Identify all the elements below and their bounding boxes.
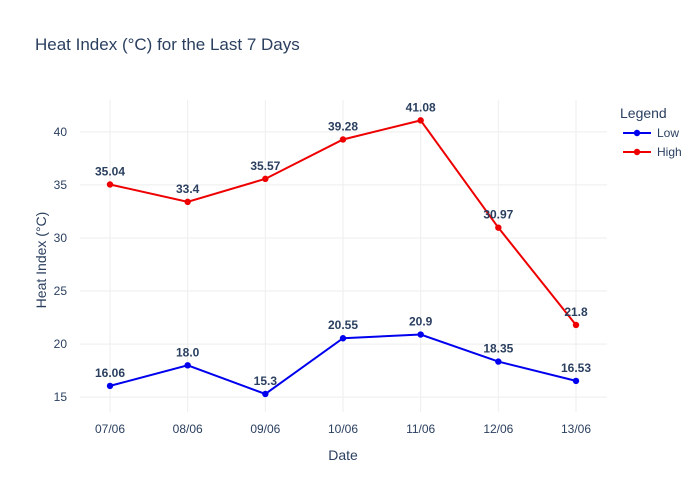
data-point (262, 390, 269, 398)
x-tick-label: 07/06 (95, 422, 125, 436)
data-point (106, 382, 114, 390)
y-tick-label: 40 (54, 125, 68, 139)
y-axis-title: Heat Index (°C) (33, 212, 49, 309)
data-point (262, 175, 269, 183)
data-label: 18.0 (176, 345, 200, 359)
gridlines (80, 100, 607, 412)
legend: Legend Low High (620, 105, 682, 159)
chart-title: Heat Index (°C) for the Last 7 Days (35, 35, 300, 54)
data-label: 30.97 (483, 208, 513, 222)
x-tick-label: 10/06 (328, 422, 358, 436)
legend-item-high: High (657, 145, 682, 159)
data-label: 20.9 (409, 315, 433, 329)
x-axis-title: Date (328, 447, 358, 463)
y-tick-label: 30 (54, 231, 68, 245)
x-tick-label: 11/06 (406, 422, 435, 436)
data-point (495, 224, 502, 231)
data-point (339, 335, 347, 342)
data-point (339, 136, 347, 143)
x-tick-label: 08/06 (173, 422, 203, 436)
y-tick-label: 25 (54, 284, 68, 298)
y-tick-label: 15 (54, 390, 68, 404)
data-point (106, 181, 114, 188)
data-label: 35.04 (95, 164, 125, 178)
data-label: 39.28 (328, 119, 358, 133)
series-group: 16.06 18.0 15.3 20.55 20.9 18.35 16.53 35.04 33.… (95, 100, 591, 398)
y-tick-label: 35 (54, 178, 68, 192)
data-label: 15.3 (254, 374, 278, 388)
data-point (184, 198, 191, 206)
x-tick-label: 12/06 (483, 422, 513, 436)
legend-marker-low (633, 129, 641, 137)
data-label: 16.53 (561, 361, 591, 375)
data-point (572, 321, 580, 329)
data-label: 18.35 (483, 342, 513, 356)
x-tick-label: 09/06 (250, 422, 280, 436)
x-axis-ticks: 07/06 08/06 09/06 10/06 11/06 12/06 13/06 (95, 422, 591, 436)
data-label: 20.55 (328, 318, 358, 332)
data-label: 33.4 (176, 182, 200, 196)
data-point (184, 362, 191, 369)
legend-marker-high (633, 148, 641, 156)
y-tick-label: 20 (54, 337, 68, 351)
data-point (417, 117, 424, 124)
data-label: 41.08 (406, 100, 436, 114)
legend-item-low: Low (657, 126, 679, 140)
series-high: 35.04 33.4 35.57 39.28 41.08 30.97 21.8 (95, 100, 588, 329)
data-point (572, 377, 580, 385)
series-low: 16.06 18.0 15.3 20.55 20.9 18.35 16.53 (95, 315, 591, 398)
x-tick-label: 13/06 (561, 422, 591, 436)
legend-title: Legend (620, 105, 667, 121)
data-label: 35.57 (250, 159, 280, 173)
data-label: 21.8 (564, 305, 588, 319)
y-axis-ticks: 15 20 25 30 35 40 (54, 125, 68, 404)
data-point (495, 358, 502, 365)
data-point (417, 331, 424, 338)
data-label: 16.06 (95, 366, 125, 380)
